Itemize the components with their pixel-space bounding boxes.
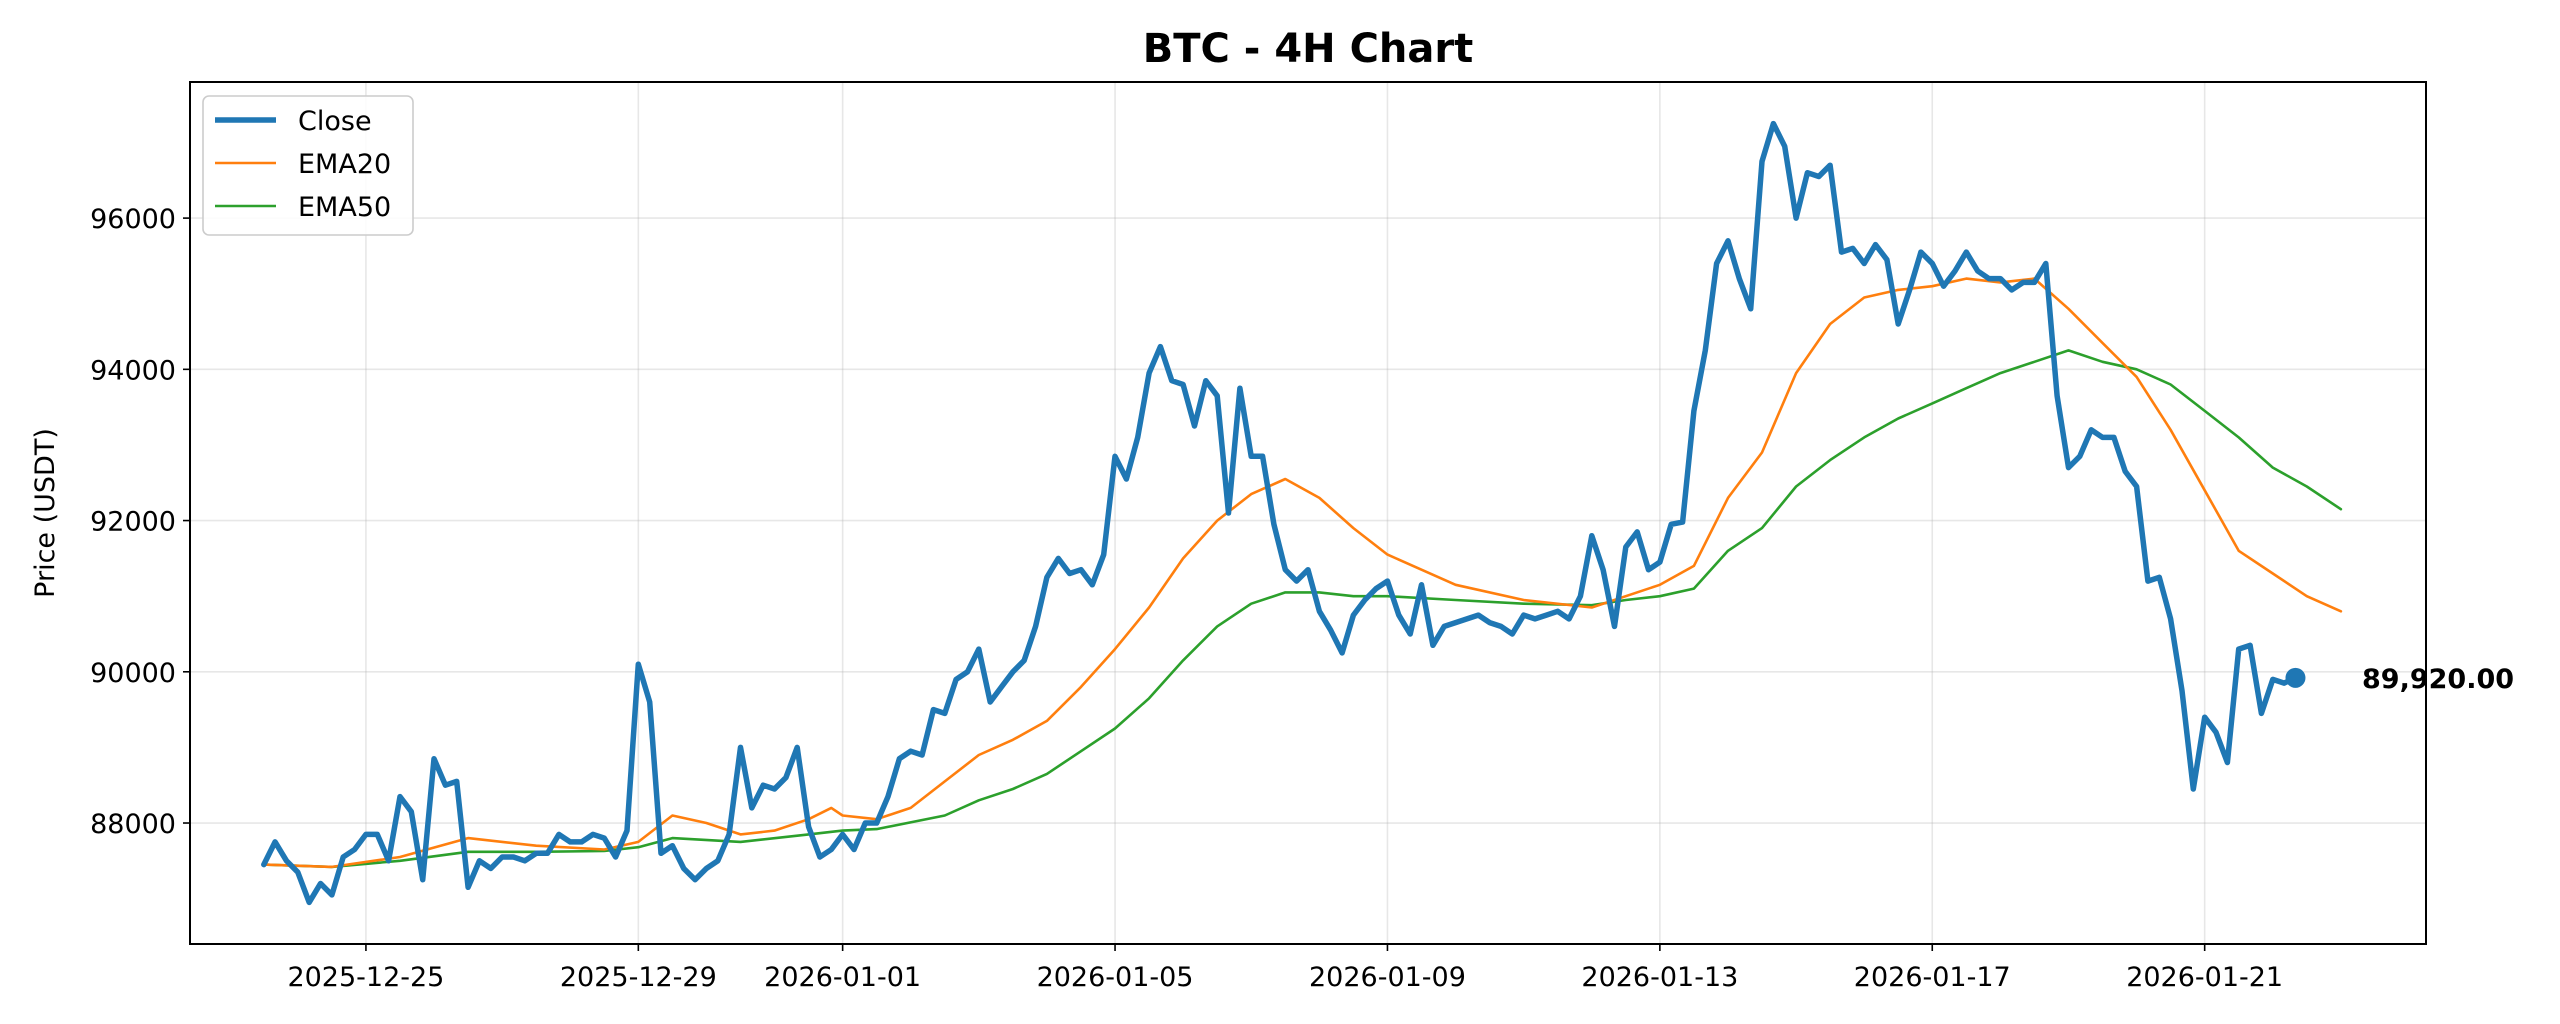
series-layer [261, 120, 2343, 906]
x-tick-label: 2026-01-13 [1581, 962, 1738, 993]
y-tick-label: 96000 [90, 204, 176, 235]
legend: Close EMA20 EMA50 [202, 95, 414, 236]
plot-frame [189, 81, 2427, 945]
legend-label-ema20: EMA20 [298, 149, 391, 180]
y-tick-label: 88000 [90, 809, 176, 840]
y-axis-label: Price (USDT) [30, 428, 61, 598]
chart-title: BTC - 4H Chart [1143, 26, 1474, 72]
y-tick-label: 92000 [90, 507, 176, 538]
y-tick-label: 90000 [90, 658, 176, 689]
x-tick-label: 2025-12-25 [287, 962, 444, 993]
x-tick-label: 2026-01-01 [764, 962, 921, 993]
y-tick-label: 94000 [90, 355, 176, 386]
x-tick-label: 2026-01-09 [1309, 962, 1466, 993]
x-tick-label: 2026-01-21 [2126, 962, 2283, 993]
axis-layer: 88000 90000 92000 94000 96000 2025-12-25 2025-… [90, 204, 2283, 993]
grid-layer [190, 82, 2426, 944]
last-value-label: 89,920.00 [2362, 664, 2514, 695]
legend-label-ema50: EMA50 [298, 192, 391, 223]
legend-box [202, 95, 414, 236]
series-line-close [261, 120, 2299, 906]
x-tick-label: 2026-01-17 [1854, 962, 2011, 993]
x-tick-label: 2025-12-29 [560, 962, 717, 993]
legend-label-close: Close [298, 106, 372, 137]
last-value-marker [2285, 667, 2306, 688]
series-line-ema50 [262, 349, 2343, 869]
x-tick-label: 2026-01-05 [1037, 962, 1194, 993]
